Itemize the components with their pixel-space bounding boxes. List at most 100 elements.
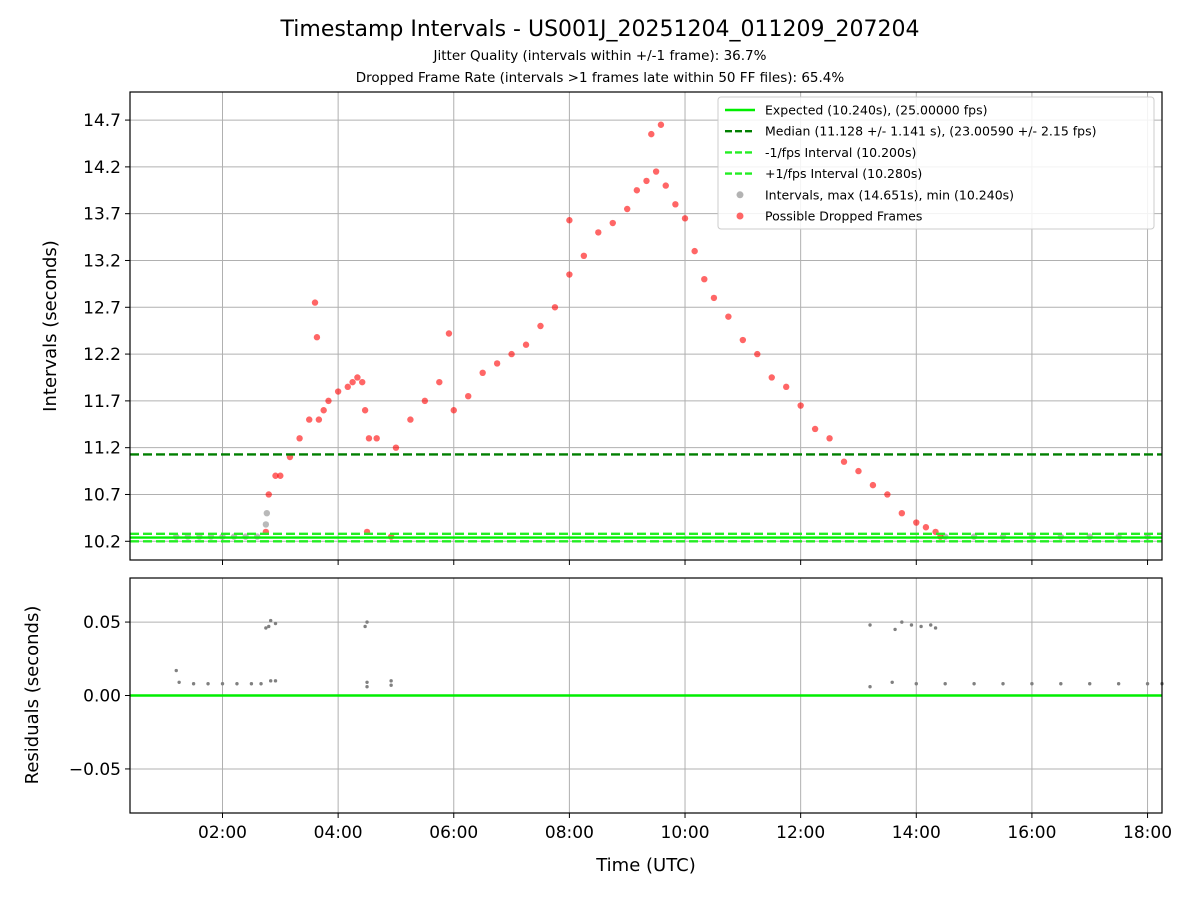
residuals-x-tick-label: 14:00 [892, 823, 941, 843]
residuals-y-tick-label: −0.05 [69, 760, 121, 780]
residual-point [220, 682, 225, 686]
residual-point [1001, 682, 1005, 686]
dropped-frame-point [710, 294, 718, 302]
residual-point [868, 684, 872, 689]
residual-point [914, 682, 918, 686]
dropped-frame-point [913, 519, 920, 526]
dropped-frame-point [436, 378, 443, 386]
dropped-frame-point [272, 472, 279, 479]
dropped-frame-point [725, 313, 732, 320]
residual-point [273, 679, 278, 683]
legend-marker-swatch [736, 212, 744, 220]
dropped-frame-point [551, 304, 559, 311]
figure-subtitle-dropped: Dropped Frame Rate (intervals >1 frames … [356, 70, 845, 86]
dropped-frame-point [325, 397, 332, 405]
residuals-plot: −0.05 0.00 0.05 02:00 04:00 06:00 08:00 10:00 1… [22, 577, 1172, 876]
residual-point [1145, 682, 1150, 686]
residual-point [868, 623, 872, 627]
dropped-frame-point [797, 402, 804, 409]
figure-title: Timestamp Intervals - US001J_20251204_01… [280, 17, 920, 42]
intervals-x-ticks [222, 560, 1149, 565]
dropped-frame-point [450, 407, 457, 414]
dropped-frame-point [811, 425, 819, 433]
residual-point [273, 621, 278, 626]
figure-subtitle-jitter: Jitter Quality (intervals within +/-1 fr… [433, 48, 767, 64]
interval-point [263, 510, 271, 517]
residuals-y-tick-label: 0.00 [83, 687, 121, 707]
intervals-y-tick-label: 13.7 [83, 205, 121, 225]
residual-point [909, 623, 914, 627]
dropped-frame-point [493, 360, 501, 367]
dropped-frame-point [392, 444, 400, 451]
dropped-frame-point [739, 336, 747, 344]
dropped-frame-point [869, 481, 877, 489]
dropped-frame-point [365, 435, 373, 442]
residual-point [919, 624, 923, 629]
residual-point [890, 680, 894, 684]
residuals-y-axis-title: Residuals (seconds) [22, 606, 43, 785]
residual-point [177, 680, 181, 684]
dropped-frame-point [407, 416, 414, 423]
residuals-x-tick-label: 06:00 [429, 823, 478, 843]
dropped-frame-point [537, 322, 544, 330]
residual-point [900, 620, 904, 624]
residuals-x-ticks: 02:00 04:00 06:00 08:00 10:00 12:00 14:00 16:00… [198, 813, 1172, 843]
dropped-frame-point [624, 205, 631, 213]
dropped-frame-point [922, 524, 930, 531]
intervals-y-ticks: 10.2 10.7 11.2 11.7 12.2 12.7 13.2 13.7 14.2 14.7 [83, 111, 130, 552]
dropped-frame-point [754, 350, 761, 358]
residuals-y-tick-label: 0.05 [83, 613, 121, 633]
residual-point [249, 682, 254, 686]
intervals-y-tick-label: 10.7 [83, 485, 121, 505]
dropped-frame-point [522, 341, 530, 348]
residual-point [893, 627, 897, 632]
dropped-frame-point [681, 215, 689, 222]
dropped-frame-point [898, 510, 906, 517]
residual-point [268, 679, 273, 683]
dropped-frame-point [652, 168, 660, 175]
residual-point [389, 679, 393, 683]
intervals-y-axis-title: Intervals (seconds) [40, 240, 61, 412]
dropped-frame-point [884, 491, 891, 498]
residual-point [365, 620, 369, 624]
intervals-y-tick-label: 10.2 [83, 532, 121, 552]
legend-label: -1/fps Interval (10.200s) [765, 145, 916, 160]
dropped-frame-point [320, 407, 327, 414]
dropped-frame-point [566, 271, 573, 278]
intervals-reference-lines [130, 453, 1162, 543]
dropped-frame-point [633, 187, 641, 194]
dropped-frame-point [349, 378, 356, 386]
dropped-frame-point [672, 201, 679, 208]
dropped-frame-point [296, 435, 303, 442]
intervals-y-tick-label: 13.2 [83, 251, 121, 271]
residuals-y-ticks: −0.05 0.00 0.05 [69, 613, 130, 780]
dropped-frame-point [508, 350, 515, 358]
dropped-frame-point [662, 182, 669, 189]
dropped-frame-point [768, 374, 775, 381]
residuals-points [174, 618, 1164, 689]
residual-point [191, 682, 196, 686]
dropped-frame-point [311, 299, 319, 306]
dropped-frame-point [344, 383, 351, 391]
residual-point [1116, 682, 1121, 686]
interval-point [262, 521, 270, 528]
dropped-frame-point [657, 121, 665, 128]
dropped-frame-point [701, 276, 708, 283]
legend: Expected (10.240s), (25.00000 fps) Median… [717, 96, 1155, 230]
residual-point [264, 626, 268, 630]
residual-point [268, 618, 273, 623]
dropped-frame-point [840, 458, 848, 465]
intervals-axes-frame [129, 91, 1163, 561]
dropped-frame-point [354, 374, 361, 381]
legend-marker-swatch [736, 191, 744, 199]
dropped-frame-point [643, 177, 650, 185]
dropped-frame-point [265, 491, 272, 498]
intervals-y-tick-label: 14.2 [83, 158, 121, 178]
dropped-frame-point [595, 229, 602, 236]
residual-point [1059, 682, 1063, 686]
residual-point [365, 680, 369, 684]
intervals-y-tick-label: 12.7 [83, 298, 121, 318]
residual-point [389, 683, 393, 687]
residual-point [1088, 682, 1092, 686]
